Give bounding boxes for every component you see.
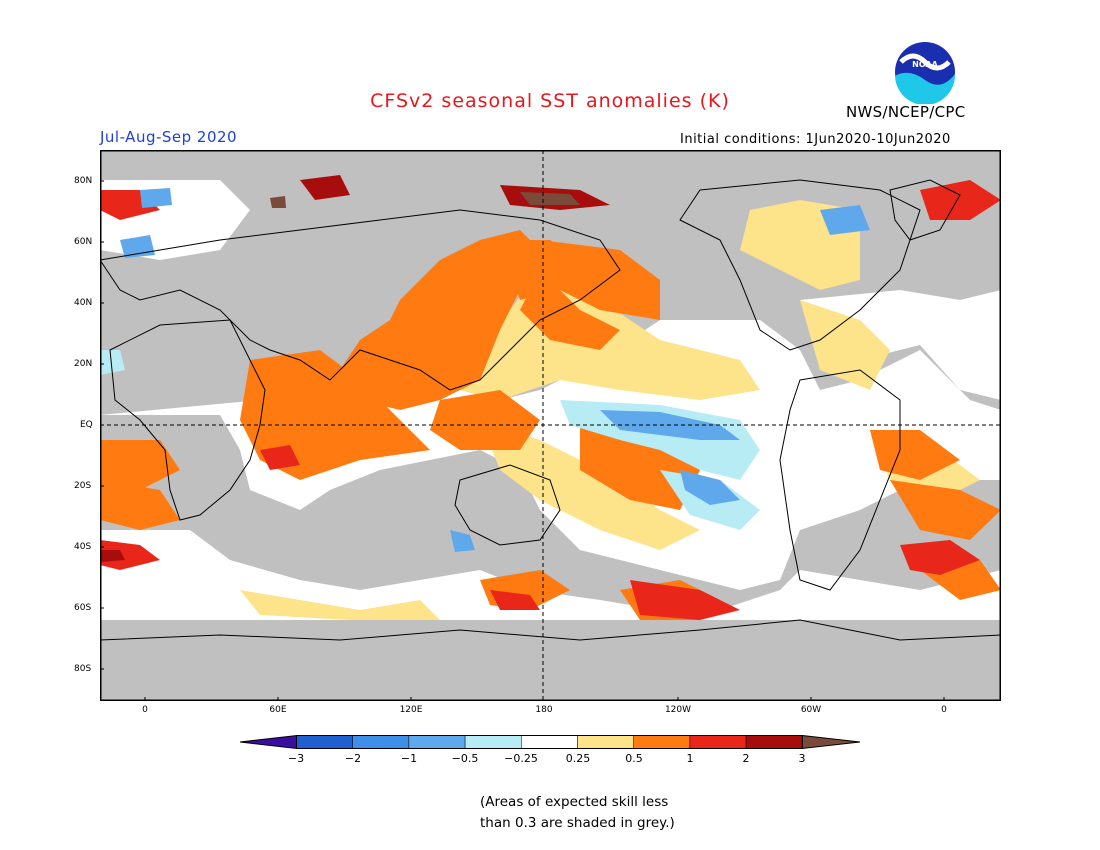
- lat-label: 20N: [74, 359, 93, 369]
- colorbar-segment: [352, 735, 410, 749]
- skill-note: (Areas of expected skill less than 0.3 a…: [480, 792, 675, 834]
- colorbar-segment: [633, 735, 691, 749]
- colorbar-label: 2: [742, 752, 750, 765]
- sst-anomaly-map: [100, 150, 1001, 701]
- colorbar-label: −0.5: [451, 752, 479, 765]
- colorbar-segment: [296, 735, 353, 749]
- continent-outlines: [100, 179, 1001, 641]
- lon-label: 120W: [664, 705, 692, 715]
- lat-label: 80N: [74, 176, 93, 186]
- noaa-logo: NOAA: [895, 42, 956, 104]
- lat-label: 40S: [74, 542, 92, 552]
- lat-label: 80S: [74, 664, 92, 674]
- lon-label: 0: [142, 705, 148, 715]
- skill-note-line: than 0.3 are shaded in grey.): [480, 815, 675, 831]
- anomaly-above-3: [270, 192, 580, 208]
- skill-note-line: (Areas of expected skill less: [480, 794, 669, 810]
- colorbar-segment: [521, 735, 578, 749]
- colorbar-segment: [577, 735, 634, 749]
- colorbar-label: −1: [400, 752, 418, 765]
- colorbar-label: 3: [798, 752, 806, 765]
- map-frame: [100, 150, 1001, 701]
- agency-label: NWS/NCEP/CPC: [846, 103, 966, 121]
- logo-text: NOAA: [912, 60, 938, 69]
- colorbar-segment: [745, 735, 803, 749]
- colorbar: [240, 734, 861, 750]
- colorbar-label: −3: [287, 752, 305, 765]
- map-title: CFSv2 seasonal SST anomalies (K): [370, 90, 730, 112]
- colorbar-label: −2: [344, 752, 362, 765]
- season-label: Jul-Aug-Sep 2020: [100, 128, 238, 146]
- lon-label: 60W: [800, 705, 822, 715]
- lon-label: 180: [535, 705, 553, 715]
- colorbar-segment: [464, 735, 522, 749]
- initial-conditions-label: Initial conditions: 1Jun2020-10Jun2020: [680, 132, 951, 147]
- colorbar-label: 0.25: [565, 752, 591, 765]
- lat-label: EQ: [80, 420, 93, 430]
- lat-label: 40N: [74, 298, 93, 308]
- colorbar-label: −0.25: [504, 752, 538, 765]
- colorbar-segment: [408, 735, 466, 749]
- lat-label: 60N: [74, 237, 93, 247]
- lat-label: 20S: [74, 481, 92, 491]
- lon-label: 0: [941, 705, 947, 715]
- colorbar-segment: [689, 735, 747, 749]
- lon-label: 60E: [269, 705, 287, 715]
- colorbar-arrow-high: [801, 734, 861, 750]
- colorbar-label: 0.5: [625, 752, 643, 765]
- lon-label: 120E: [399, 705, 423, 715]
- colorbar-label: 1: [686, 752, 694, 765]
- lat-label: 60S: [74, 603, 92, 613]
- colorbar-arrow-low: [240, 734, 297, 750]
